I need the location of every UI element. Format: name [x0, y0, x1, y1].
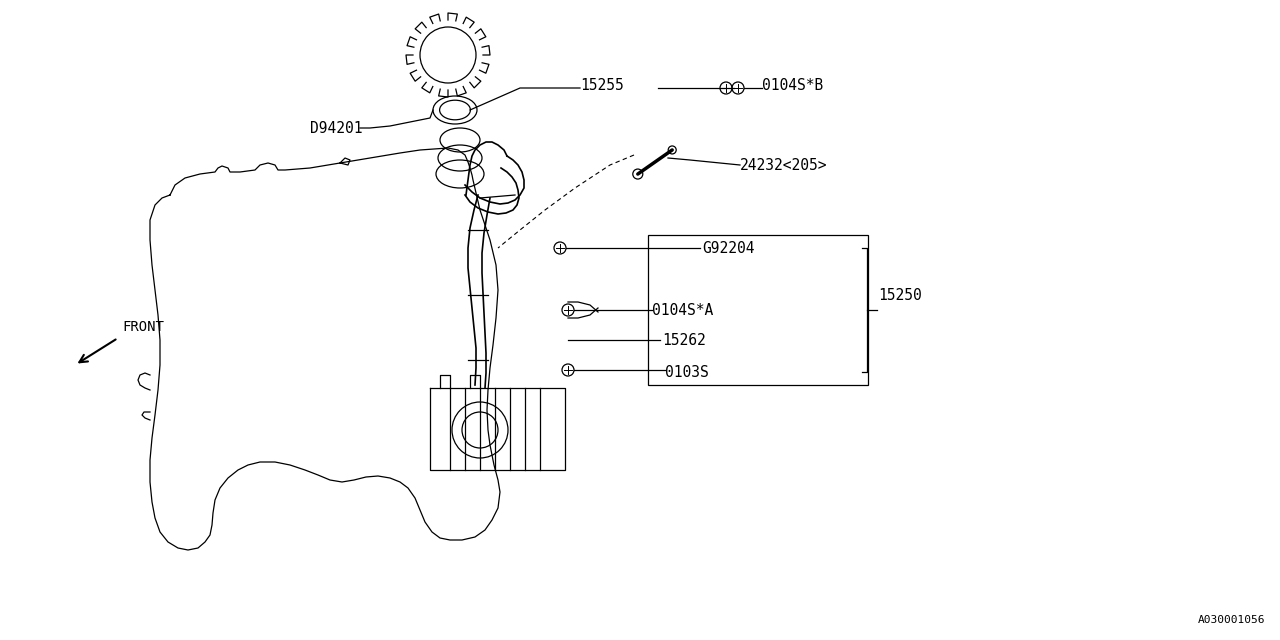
Text: 0103S: 0103S: [666, 365, 709, 380]
Text: 15250: 15250: [878, 287, 922, 303]
Text: A030001056: A030001056: [1198, 615, 1265, 625]
Text: 24232<205>: 24232<205>: [740, 157, 827, 173]
Text: FRONT: FRONT: [122, 320, 164, 334]
Bar: [648, 235, 868, 385]
Text: G92204: G92204: [701, 241, 754, 255]
Text: 15262: 15262: [662, 333, 705, 348]
Text: 15255: 15255: [580, 77, 623, 93]
Text: 0104S*A: 0104S*A: [652, 303, 713, 317]
Text: D94201: D94201: [310, 120, 362, 136]
Text: 0104S*B: 0104S*B: [762, 77, 823, 93]
